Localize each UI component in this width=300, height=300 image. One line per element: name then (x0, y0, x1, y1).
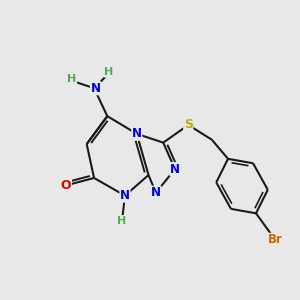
Text: N: N (170, 163, 180, 176)
Text: N: N (120, 189, 130, 202)
Text: S: S (184, 118, 193, 131)
Text: N: N (132, 127, 142, 140)
Text: O: O (61, 179, 71, 192)
Text: Br: Br (268, 233, 283, 246)
Text: N: N (151, 186, 161, 199)
Text: H: H (104, 67, 113, 77)
Text: H: H (67, 74, 76, 84)
Text: H: H (117, 216, 127, 226)
Text: N: N (91, 82, 100, 95)
